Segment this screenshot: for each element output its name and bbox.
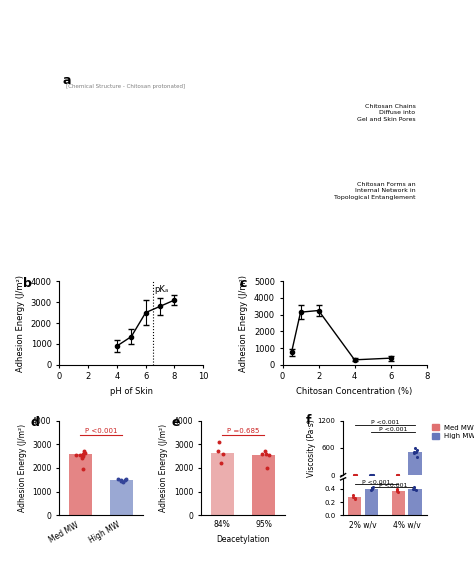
Point: [264, 450, 272, 460]
Point: [412, 486, 419, 495]
Point: [352, 471, 359, 480]
Point: [118, 477, 125, 486]
Y-axis label: Viscosity (Pa·s): Viscosity (Pa·s): [307, 419, 316, 477]
Text: P <0.001: P <0.001: [371, 420, 399, 425]
Point: [76, 450, 83, 460]
Bar: [392, 491, 405, 515]
Bar: [408, 489, 421, 515]
Point: [369, 483, 377, 492]
Point: [369, 471, 376, 480]
Bar: [408, 452, 421, 475]
Text: P =0.685: P =0.685: [227, 428, 259, 434]
Point: [366, 471, 374, 480]
Text: a: a: [63, 74, 72, 87]
Text: f: f: [306, 414, 311, 427]
Point: [367, 471, 374, 480]
X-axis label: Chitosan Concentration (%): Chitosan Concentration (%): [296, 387, 413, 396]
Point: [350, 471, 358, 480]
Point: [393, 471, 401, 480]
Point: [369, 471, 376, 480]
Point: [411, 444, 419, 453]
Point: [119, 478, 127, 487]
Legend: Med MW, High MW: Med MW, High MW: [432, 424, 474, 439]
Text: [Chemical Structure - Chitosan protonated]: [Chemical Structure - Chitosan protonate…: [66, 84, 185, 89]
Point: [394, 488, 402, 497]
Point: [349, 491, 357, 500]
Y-axis label: Adhesion Energy (J/m²): Adhesion Energy (J/m²): [159, 424, 168, 512]
Point: [394, 471, 401, 480]
Point: [410, 484, 418, 493]
Point: [351, 471, 359, 480]
Point: [394, 471, 402, 480]
Point: [413, 452, 420, 461]
Point: [394, 471, 402, 480]
Bar: [110, 480, 133, 515]
Point: [121, 475, 129, 485]
Point: [261, 447, 269, 456]
Point: [368, 484, 376, 493]
Text: P <0.001: P <0.001: [362, 479, 391, 485]
Text: pKₐ: pKₐ: [155, 285, 169, 295]
Text: Chitosan Chains
Diffuse into
Gel and Skin Pores: Chitosan Chains Diffuse into Gel and Ski…: [357, 104, 416, 122]
Point: [219, 449, 227, 459]
Point: [393, 486, 401, 496]
Y-axis label: Adhesion Energy (J/m²): Adhesion Energy (J/m²): [16, 274, 25, 372]
Text: P <0.001: P <0.001: [379, 427, 407, 432]
Point: [410, 485, 417, 494]
Point: [350, 471, 358, 480]
Point: [413, 446, 420, 455]
Point: [263, 449, 270, 459]
Text: b: b: [23, 277, 32, 290]
Point: [410, 483, 418, 492]
Point: [72, 450, 80, 460]
Point: [80, 447, 88, 456]
Text: P <0.001: P <0.001: [379, 483, 407, 488]
Point: [393, 486, 401, 495]
Point: [352, 471, 360, 480]
X-axis label: Deacetylation: Deacetylation: [216, 535, 270, 544]
Bar: [365, 489, 378, 515]
Point: [368, 483, 375, 493]
Point: [117, 475, 124, 485]
Point: [79, 452, 87, 461]
Point: [369, 471, 376, 480]
Y-axis label: Adhesion Energy (J/m²): Adhesion Energy (J/m²): [239, 274, 248, 372]
Point: [394, 471, 402, 480]
Bar: [348, 497, 362, 515]
Bar: [210, 453, 234, 515]
Text: c: c: [239, 277, 246, 290]
Y-axis label: Adhesion Energy (J/m²): Adhesion Energy (J/m²): [18, 424, 27, 512]
Point: [263, 463, 271, 472]
Point: [410, 449, 418, 458]
Point: [214, 447, 221, 456]
Point: [78, 454, 86, 463]
Point: [122, 474, 130, 483]
Bar: [69, 454, 91, 515]
Point: [412, 448, 419, 457]
Text: d: d: [30, 416, 39, 429]
Point: [351, 494, 359, 503]
Point: [351, 493, 359, 503]
Point: [216, 437, 223, 446]
Point: [349, 492, 357, 501]
Point: [79, 464, 87, 474]
Text: e: e: [172, 416, 181, 429]
Text: Chitosan Forms an
Internal Network in
Topological Entanglement: Chitosan Forms an Internal Network in To…: [334, 182, 416, 200]
Point: [393, 484, 401, 493]
Point: [81, 448, 89, 457]
Point: [368, 486, 375, 495]
X-axis label: pH of Skin: pH of Skin: [110, 387, 153, 396]
Point: [114, 474, 122, 483]
Bar: [252, 455, 275, 515]
Point: [410, 447, 418, 456]
Point: [218, 459, 225, 468]
Point: [368, 471, 375, 480]
Point: [258, 449, 266, 459]
Text: P <0.001: P <0.001: [85, 428, 117, 434]
Point: [79, 449, 87, 459]
